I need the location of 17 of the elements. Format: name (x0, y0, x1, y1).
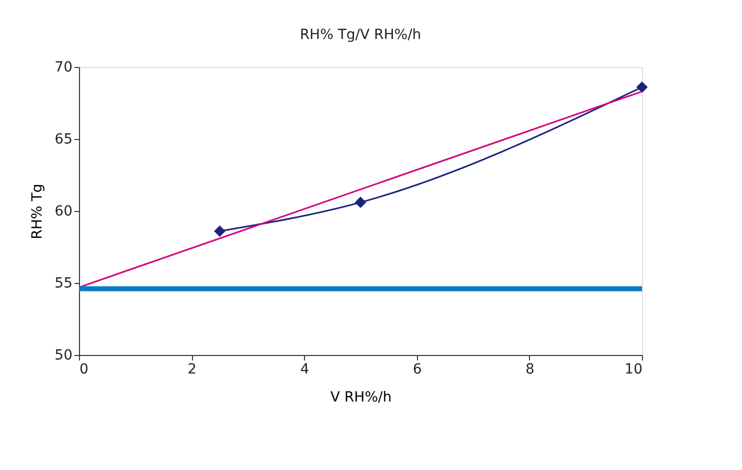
x-tick-label: 2 (188, 362, 197, 378)
y-tick-label: 55 (54, 276, 72, 292)
chart-title: RH% Tg/V RH%/h (300, 27, 422, 43)
x-tick-label: 4 (300, 362, 310, 378)
x-tick-label: 8 (525, 362, 534, 378)
y-tick-label: 70 (54, 60, 72, 76)
y-axis-title: RH% Tg (30, 184, 46, 240)
point (636, 81, 648, 93)
x-tick-label: 10 (624, 362, 642, 378)
x-tick-label: 0 (80, 362, 88, 378)
y-tick-label: 50 (54, 348, 72, 364)
x-tick-label: 6 (412, 362, 422, 378)
y-tick-label: 65 (54, 132, 72, 148)
y-tick-label: 60 (54, 204, 72, 220)
point (214, 225, 226, 237)
x-axis-title: V RH%/h (330, 390, 392, 406)
point (354, 196, 366, 208)
